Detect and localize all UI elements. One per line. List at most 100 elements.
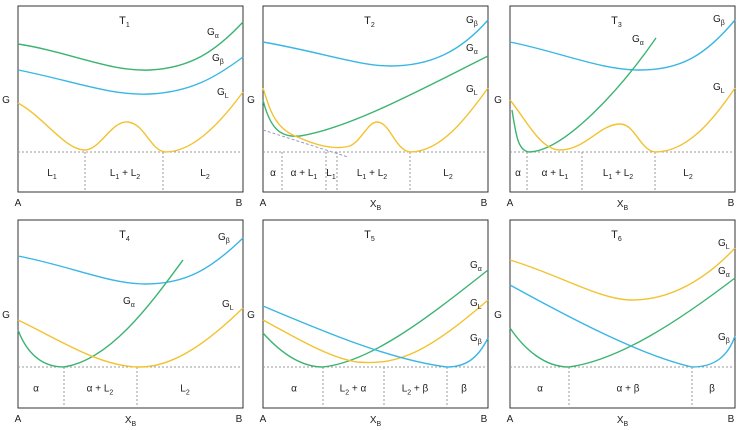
x-axis-right-end: B	[236, 198, 243, 209]
panel-frame	[509, 219, 736, 409]
region-label: α + L2	[87, 384, 114, 397]
curve-g-l	[509, 247, 736, 301]
curve-label-g-beta: Gβ	[218, 232, 230, 245]
x-axis-label: XB	[370, 415, 382, 428]
panel-title: T6	[611, 229, 622, 243]
curve-label-g-l: GL	[718, 238, 730, 251]
curve-g-beta	[17, 237, 244, 285]
panel-3: T3 G A B XB Gα Gβ GL α α + L1 L1 + L2 L2	[494, 5, 736, 212]
panel-frame	[17, 5, 244, 193]
region-label: α	[291, 384, 297, 395]
curve-label-g-beta: Gβ	[713, 14, 725, 27]
region-label: α	[270, 168, 276, 179]
curve-label-g-alpha: Gα	[123, 296, 135, 309]
region-label: α + β	[617, 384, 640, 395]
x-axis-right-end: B	[728, 198, 735, 209]
x-axis-left-end: A	[507, 414, 514, 425]
curve-g-l	[17, 307, 244, 368]
curve-label-g-beta: Gβ	[212, 53, 224, 66]
y-axis-label: G	[494, 310, 502, 321]
panel-frame	[262, 5, 489, 193]
y-axis-label: G	[247, 95, 255, 106]
x-axis-left-end: A	[507, 198, 514, 209]
panel-title: T3	[611, 15, 622, 29]
curve-label-g-alpha: Gα	[466, 43, 478, 56]
curve-g-alpha	[262, 269, 489, 368]
curve-g-alpha	[509, 277, 736, 368]
panel-1: T1 G A B Gα Gβ GL L1 L1 + L2 L2	[2, 5, 244, 209]
x-axis-right-end: B	[481, 198, 488, 209]
curve-g-beta	[262, 19, 489, 67]
x-axis-right-end: B	[481, 414, 488, 425]
curve-label-g-alpha: Gα	[718, 266, 730, 279]
x-axis-label: XB	[617, 415, 629, 428]
x-axis-label: XB	[125, 415, 137, 428]
curve-g-alpha	[17, 259, 184, 368]
region-label: L2	[180, 384, 190, 397]
region-label: L2	[200, 168, 210, 181]
curve-label-g-alpha: Gα	[632, 34, 644, 47]
curve-label-g-l: GL	[217, 87, 229, 100]
region-label: α	[33, 384, 39, 395]
region-label: L1 + L2	[603, 168, 633, 181]
panel-frame	[262, 219, 489, 409]
curve-label-g-beta: Gβ	[470, 333, 482, 346]
curve-g-l	[262, 299, 489, 364]
curve-g-alpha	[17, 21, 244, 71]
region-label: L2	[683, 168, 693, 181]
curve-g-alpha	[262, 55, 489, 137]
region-label: L1	[47, 168, 57, 181]
curve-g-beta	[509, 284, 736, 368]
x-axis-left-end: A	[260, 414, 267, 425]
panel-frame	[17, 219, 244, 409]
region-label: α + L1	[542, 168, 569, 181]
region-label: α	[537, 384, 543, 395]
curve-g-beta	[17, 56, 244, 95]
curve-g-l	[509, 87, 736, 153]
panel-6: T6 G A B XB GL Gα Gβ α α + β β	[494, 219, 736, 428]
curve-label-g-alpha: Gα	[207, 27, 219, 40]
y-axis-label: G	[247, 310, 255, 321]
curve-label-g-alpha: Gα	[470, 260, 482, 273]
region-label: β	[709, 384, 715, 395]
curve-g-beta	[509, 19, 736, 71]
panel-title: T1	[119, 15, 130, 29]
curve-label-g-l: GL	[713, 82, 725, 95]
panel-frame	[509, 5, 736, 193]
curve-label-g-l: GL	[470, 298, 482, 311]
x-axis-label: XB	[617, 199, 629, 212]
y-axis-label: G	[2, 95, 10, 106]
y-axis-label: G	[2, 310, 10, 321]
panel-4: T4 G A B XB Gβ Gα GL α α + L2 L2	[2, 219, 244, 428]
curve-label-g-beta: Gβ	[466, 15, 478, 28]
common-tangent-alpha-L1	[262, 129, 349, 158]
curve-label-g-l: GL	[222, 299, 234, 312]
y-axis-label: G	[494, 95, 502, 106]
region-label: L1 + L2	[357, 168, 387, 181]
x-axis-left-end: A	[15, 414, 22, 425]
curve-label-g-l: GL	[466, 84, 478, 97]
x-axis-label: XB	[370, 199, 382, 212]
region-label: α	[515, 168, 521, 179]
curve-label-g-beta: Gβ	[718, 332, 730, 345]
panel-title: T4	[119, 229, 130, 243]
region-label: L1 + L2	[110, 168, 140, 181]
curve-g-l	[262, 87, 489, 153]
x-axis-left-end: A	[15, 198, 22, 209]
panel-5: T5 G A B XB Gα GL Gβ α L2 + α L2 + β β	[247, 219, 489, 428]
region-label: L1	[326, 168, 336, 181]
panel-title: T2	[364, 15, 375, 29]
region-label: β	[461, 384, 467, 395]
x-axis-left-end: A	[260, 198, 267, 209]
x-axis-right-end: B	[728, 414, 735, 425]
panel-title: T5	[364, 229, 375, 243]
panel-2: T2 G A B XB Gβ Gα GL α α + L1 L1 L1 + L2 L2	[247, 5, 489, 212]
region-label: L2	[443, 168, 453, 181]
region-label: L2 + α	[340, 384, 367, 397]
region-label: L2 + β	[402, 384, 429, 397]
curve-g-alpha	[511, 37, 657, 153]
region-label: α + L1	[291, 168, 318, 181]
x-axis-right-end: B	[236, 414, 243, 425]
curve-g-beta	[262, 305, 489, 368]
